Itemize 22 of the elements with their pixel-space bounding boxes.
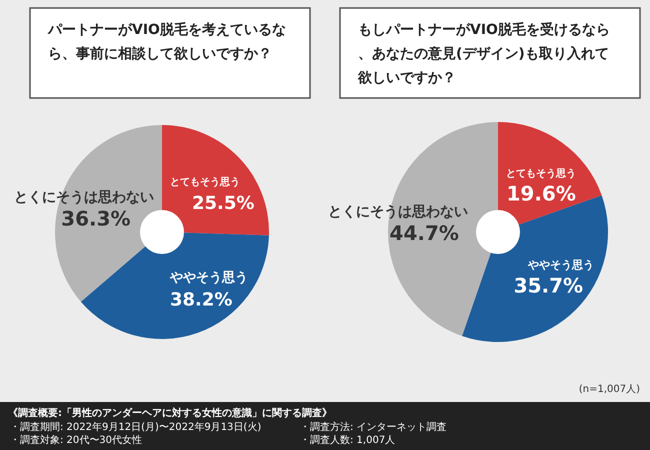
slice-label: とてもそう思う [506,168,576,180]
data-label: 35.7% [514,274,584,298]
data-label: 19.6% [506,182,576,206]
slice-label: とくにそうは思わない [14,189,154,206]
data-label: 38.2% [170,289,232,310]
pie-slice [80,232,269,339]
text: ・調査期間: 2022年9月12日(月)〜2022年9月13日(火) [10,421,262,433]
text: ・調査人数: 1,007人 [300,434,396,446]
text: ・調査対象: 20代〜30代女性 [10,434,142,446]
slice-label: ややそう思う [527,258,594,272]
slice-label: とてもそう思う [170,176,240,188]
data-label: 44.7% [390,220,459,245]
data-label: 36.3% [61,206,131,230]
slice-label: ややそう思う [169,270,248,286]
data-label: 25.5% [192,193,254,214]
slice-label: とくにそうは思わない [328,204,468,220]
text: ・調査方法: インターネット調査 [300,421,447,433]
chart-title: もしパートナーがVIO脱毛を受けるなら、あなたの意見(デザイン)も取り入れて欲しいですか？ [357,21,610,86]
chart-title: パートナーがVIO脱毛を考えているなら、事前に相談して欲しいですか？ [47,21,286,62]
text: 《調査概要:「男性のアンダーヘアに対する女性の意識」に関する調査》 [8,407,332,419]
text: (n=1,007人) [578,384,640,395]
pie-slice [388,122,498,336]
